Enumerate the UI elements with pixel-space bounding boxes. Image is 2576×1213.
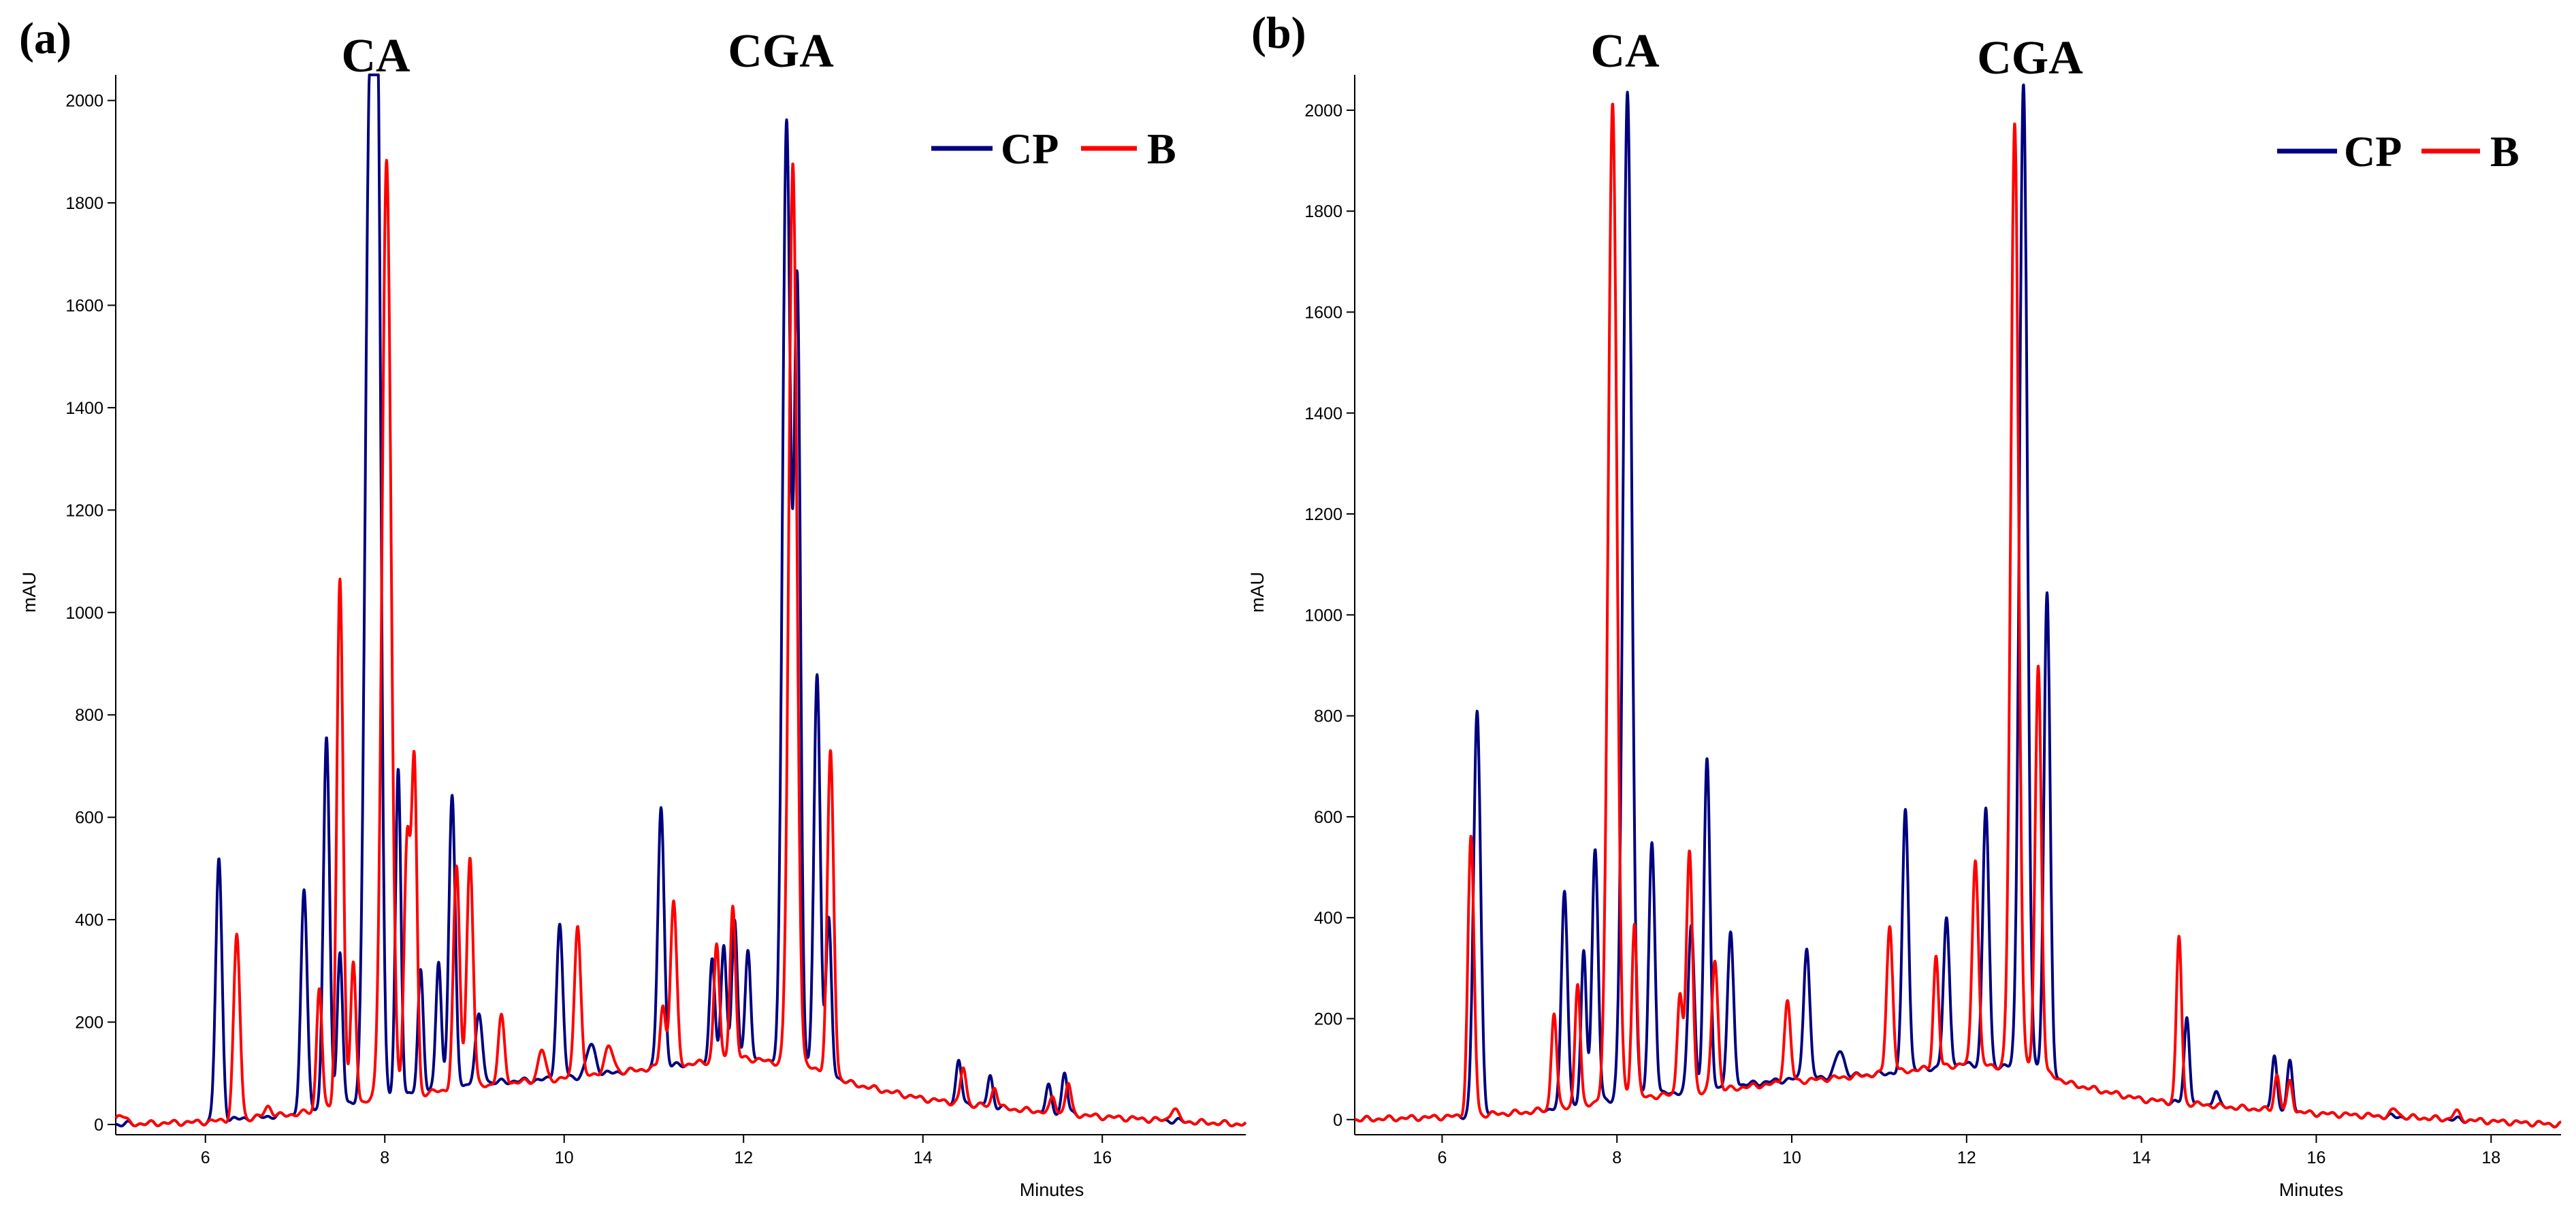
peak-label-cga: CGA [1977, 32, 2083, 84]
y-tick-label: 600 [75, 809, 103, 828]
y-tick-label: 1400 [65, 399, 103, 418]
x-ticks: 6 8 10 12 14 16 18 [1437, 1135, 2500, 1167]
series-line-cp [1353, 83, 2562, 1129]
x-tick-label: 16 [2307, 1148, 2326, 1167]
y-tick-label: 0 [94, 1116, 103, 1135]
peak-label-ca: CA [1590, 25, 1660, 78]
y-tick-label: 2000 [1304, 101, 1342, 120]
series-line-b [114, 159, 1247, 1128]
legend-label-cp: CP [2344, 127, 2402, 176]
legend: CP B [2277, 127, 2519, 176]
x-tick-label: 14 [2132, 1148, 2151, 1167]
peak-label-ca: CA [341, 30, 410, 82]
y-tick-label: 200 [75, 1014, 103, 1033]
y-tick-label: 1400 [1304, 404, 1342, 423]
y-tick-label: 1800 [65, 194, 103, 213]
legend: CP B [931, 125, 1176, 173]
y-ticks: 0 200 400 600 800 1000 1200 1400 1600 1800 2000 [65, 92, 116, 1135]
y-tick-label: 1200 [1304, 505, 1342, 524]
series-line-b [1353, 102, 2562, 1129]
panel-label: (b) [1251, 8, 1306, 58]
y-tick-label: 2000 [65, 92, 103, 111]
x-tick-label: 18 [2481, 1148, 2500, 1167]
legend-label-cp: CP [1001, 125, 1059, 173]
y-tick-label: 0 [1333, 1111, 1342, 1130]
y-tick-label: 1000 [65, 604, 103, 623]
x-tick-label: 8 [1612, 1148, 1622, 1167]
y-tick-label: 1200 [65, 501, 103, 520]
y-axis-title: mAU [19, 572, 39, 613]
x-tick-label: 6 [1437, 1148, 1447, 1167]
y-ticks: 0 200 400 600 800 1000 1200 1400 1600 1800 2000 [1304, 101, 1355, 1130]
series-group [114, 74, 1247, 1128]
x-ticks: 6 8 10 12 14 16 [201, 1135, 1112, 1167]
y-tick-label: 400 [1314, 909, 1342, 928]
y-tick-label: 800 [1314, 707, 1342, 726]
y-axis-title: mAU [1247, 572, 1268, 613]
series-line-cp [114, 74, 1247, 1128]
chart-panel-b: (b) mAU Minutes 020040060080010001200140… [1247, 8, 2562, 1200]
x-tick-label: 16 [1093, 1148, 1112, 1167]
x-tick-label: 10 [1782, 1148, 1801, 1167]
y-tick-label: 1000 [1304, 606, 1342, 625]
peak-label-cga: CGA [728, 25, 834, 78]
panel-label: (a) [19, 14, 71, 63]
x-tick-label: 8 [380, 1148, 389, 1167]
x-tick-label: 6 [201, 1148, 210, 1167]
y-tick-label: 600 [1314, 808, 1342, 827]
x-tick-label: 12 [1957, 1148, 1976, 1167]
series-group [1353, 83, 2562, 1129]
y-tick-label: 200 [1314, 1009, 1342, 1029]
x-tick-label: 14 [914, 1148, 933, 1167]
x-axis-title: Minutes [2279, 1180, 2344, 1200]
legend-label-b: B [1147, 125, 1176, 173]
x-tick-label: 12 [734, 1148, 753, 1167]
y-tick-label: 1600 [65, 296, 103, 315]
y-tick-label: 400 [75, 911, 103, 930]
y-tick-label: 1600 [1304, 303, 1342, 322]
chart-panel-a: (a) mAU Minutes 020040060080010001200140… [19, 14, 1247, 1200]
legend-label-b: B [2490, 127, 2519, 176]
x-tick-label: 10 [555, 1148, 574, 1167]
x-axis-title: Minutes [1020, 1180, 1084, 1200]
y-tick-label: 1800 [1304, 202, 1342, 221]
y-tick-label: 800 [75, 706, 103, 725]
